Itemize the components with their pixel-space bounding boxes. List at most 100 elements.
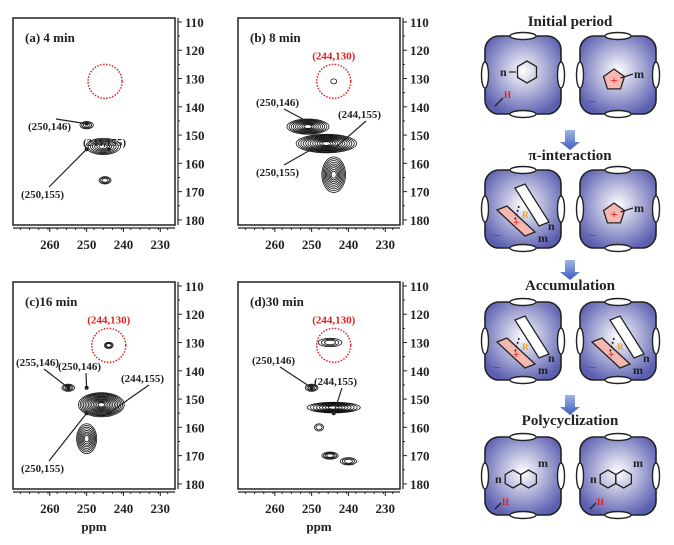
pore-window [510,377,536,384]
pore-window [577,62,584,88]
y-tick-label: 140 [410,100,430,115]
zeolite-cage: n+Rm− [482,299,565,384]
arrow-head [66,386,70,390]
pore-window [558,196,565,222]
minus-charge: − [493,229,501,244]
y-tick-label: 160 [185,420,205,435]
plus-charge: + [611,207,618,221]
pore-window [577,463,584,489]
minus-charge: − [493,361,501,376]
x-tick-label: 260 [40,237,60,252]
stage-title: π-interaction [528,148,612,164]
y-tick-label: 130 [185,72,205,87]
x-tick-label: 230 [151,237,171,252]
peak-label: (250,155) [21,463,64,475]
pore-window [605,377,631,384]
x-tick-label: 230 [376,237,396,252]
zeolite-cage: + m − [577,167,660,252]
label-h: H [504,90,511,100]
arrow-head [85,122,89,126]
y-tick-label: 180 [410,213,430,228]
contour-line [331,79,337,84]
stage-title: Polycyclization [522,413,619,429]
peak-arrow [49,149,87,187]
y-tick-label: 150 [185,128,205,143]
x-axis-label: ppm [306,519,331,534]
contour-panel-d: (244,130)(d)30 min(250,146)(244,155)1101… [238,279,430,534]
plot-frame [238,18,400,225]
x-tick-label: 250 [302,501,322,516]
contour-panel-c: (244,130)(c)16 min(255,146)(250,146)(244… [13,279,205,534]
label-m: m [538,231,548,245]
peak-arrow [284,149,312,165]
label-m: m [633,363,643,377]
contour-line [328,166,340,184]
contour-line [98,403,105,407]
pore-window [558,62,565,88]
x-tick-label: 240 [339,237,359,252]
arrow-head [107,411,111,415]
contour-line [78,425,96,452]
label-m: m [538,456,548,470]
y-tick-label: 160 [410,156,430,171]
peak-label: (244,155) [83,137,126,149]
pore-window [605,245,631,252]
arrow-head [107,147,111,151]
y-tick-label: 140 [410,364,430,379]
zeolite-cage: nmH [482,434,565,519]
pore-window [605,299,631,306]
pore-window [605,434,631,441]
y-tick-label: 170 [185,449,205,464]
contour-panel-a: (a) 4 min(250,146)(244,155)(250,155)1101… [13,15,205,252]
y-tick-label: 160 [185,156,205,171]
pore-window [510,33,536,40]
contour-line [316,425,322,430]
y-tick-label: 170 [185,185,205,200]
y-tick-label: 120 [410,43,430,58]
pore-window [653,463,660,489]
y-tick-label: 180 [185,213,205,228]
zeolite-cage: nmH [577,434,660,519]
label-m: m [634,201,644,215]
peak-arrow [280,367,312,388]
label-n: n [500,65,507,79]
peak-label: (250,146) [58,361,101,373]
x-tick-label: 240 [339,501,359,516]
label-m: m [538,363,548,377]
x-tick-label: 260 [265,237,285,252]
down-arrow-icon [560,395,580,415]
minus-charge: − [588,95,596,110]
label-n: n [548,351,555,365]
peak-label: (244,155) [314,376,357,388]
pore-window [482,196,489,222]
x-tick-label: 230 [376,501,396,516]
arrow-head [332,147,336,151]
pore-window [510,167,536,174]
plus-charge: + [611,73,618,87]
contour-line [84,435,89,442]
pore-window [653,62,660,88]
x-tick-label: 250 [77,237,97,252]
zeolite-cage: n+Rm− [577,299,660,384]
peak-label: (250,155) [256,167,299,179]
down-arrow-icon [560,130,580,150]
minus-charge: − [588,229,596,244]
y-tick-label: 180 [410,477,430,492]
highlight-label: (244,130) [87,314,130,326]
contour-line [325,340,336,345]
arrow-head [310,147,314,151]
contour-line [328,406,339,409]
pore-window [558,463,565,489]
y-tick-label: 120 [185,43,205,58]
y-tick-label: 120 [410,307,430,322]
y-tick-label: 150 [185,392,205,407]
pore-window [653,196,660,222]
arrow-head [332,411,336,415]
y-tick-label: 170 [410,449,430,464]
peak-label: (255,146) [16,357,59,369]
y-tick-label: 110 [410,279,429,294]
y-tick-label: 130 [410,336,430,351]
pore-window [605,167,631,174]
arrow-head [310,122,314,126]
stage-title: Accumulation [525,278,616,294]
